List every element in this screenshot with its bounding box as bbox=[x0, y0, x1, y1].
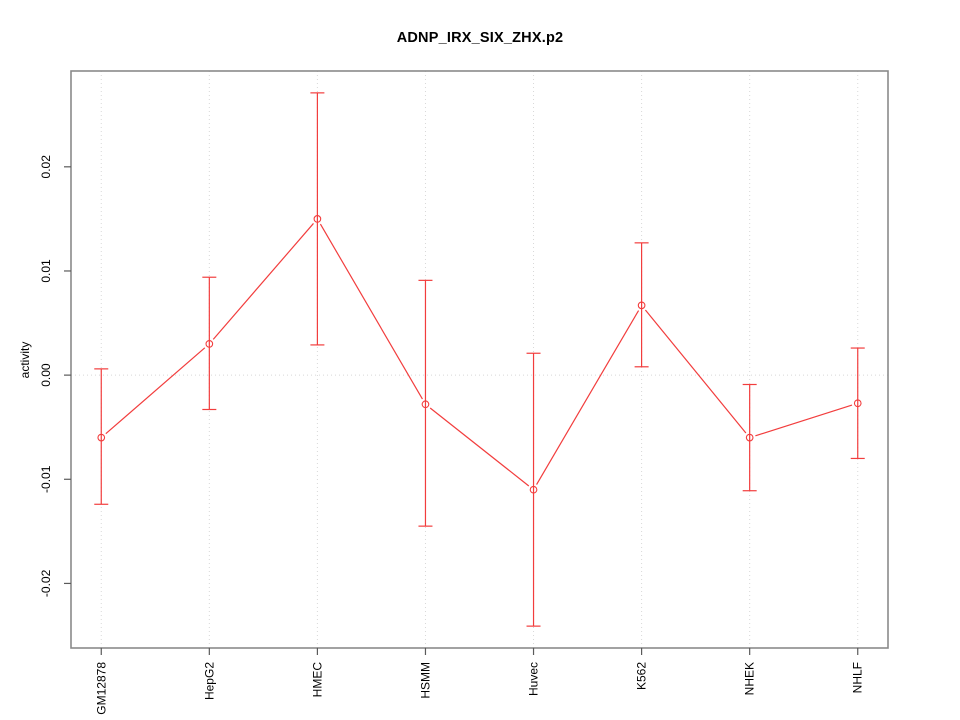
series-line-segment bbox=[755, 404, 853, 437]
y-tick-label: -0.02 bbox=[39, 569, 53, 597]
data-point-marker bbox=[313, 215, 322, 223]
series-line-segment bbox=[105, 347, 206, 435]
series-line-segment bbox=[429, 407, 530, 487]
series-line-segment bbox=[319, 223, 423, 400]
series-line-segment bbox=[536, 310, 640, 485]
y-tick-label: 0.02 bbox=[39, 155, 53, 179]
y-tick-label: 0.00 bbox=[39, 363, 53, 387]
series-line-segment bbox=[212, 223, 314, 340]
series-line-segment bbox=[644, 309, 747, 434]
x-tick-label: HSMM bbox=[418, 662, 432, 699]
data-point-marker bbox=[745, 433, 754, 442]
data-point-marker bbox=[97, 433, 106, 442]
y-tick-label: -0.01 bbox=[39, 465, 53, 493]
data-point-marker bbox=[421, 400, 430, 409]
x-tick-label: Huvec bbox=[527, 662, 541, 696]
data-point-marker bbox=[853, 399, 862, 408]
y-tick-label: 0.01 bbox=[39, 259, 53, 283]
x-tick-label: NHEK bbox=[743, 662, 757, 695]
x-tick-label: NHLF bbox=[851, 662, 865, 693]
data-point-marker bbox=[529, 485, 538, 494]
x-tick-label: GM12878 bbox=[94, 662, 108, 715]
x-tick-label: HMEC bbox=[310, 662, 324, 698]
chart-title: ADNP_IRX_SIX_ZHX.p2 bbox=[396, 30, 564, 46]
data-point-marker bbox=[637, 301, 646, 310]
data-point-marker bbox=[205, 340, 214, 348]
x-tick-label: HepG2 bbox=[202, 662, 216, 700]
x-tick-label: K562 bbox=[635, 662, 649, 690]
plot-border bbox=[70, 70, 889, 649]
